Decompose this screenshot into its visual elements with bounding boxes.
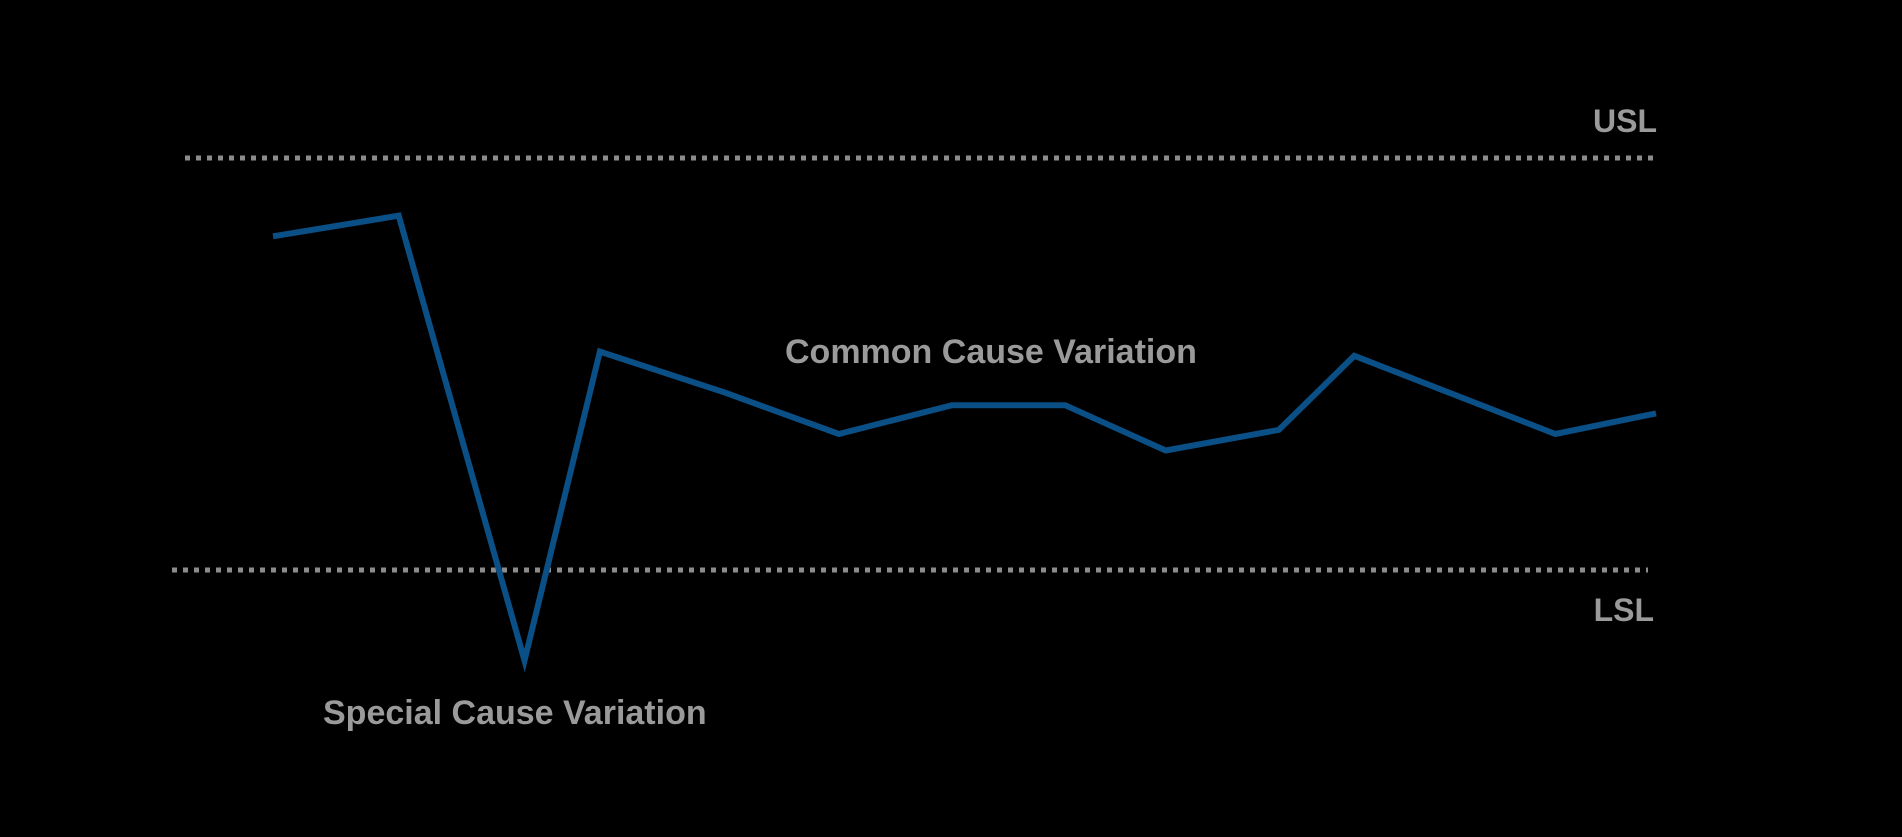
lsl-label: LSL bbox=[1594, 592, 1654, 628]
process-series-line bbox=[272, 212, 1657, 673]
special-cause-annotation: Special Cause Variation bbox=[323, 694, 707, 732]
usl-label: USL bbox=[1593, 103, 1657, 139]
common-cause-annotation: Common Cause Variation bbox=[785, 333, 1197, 371]
